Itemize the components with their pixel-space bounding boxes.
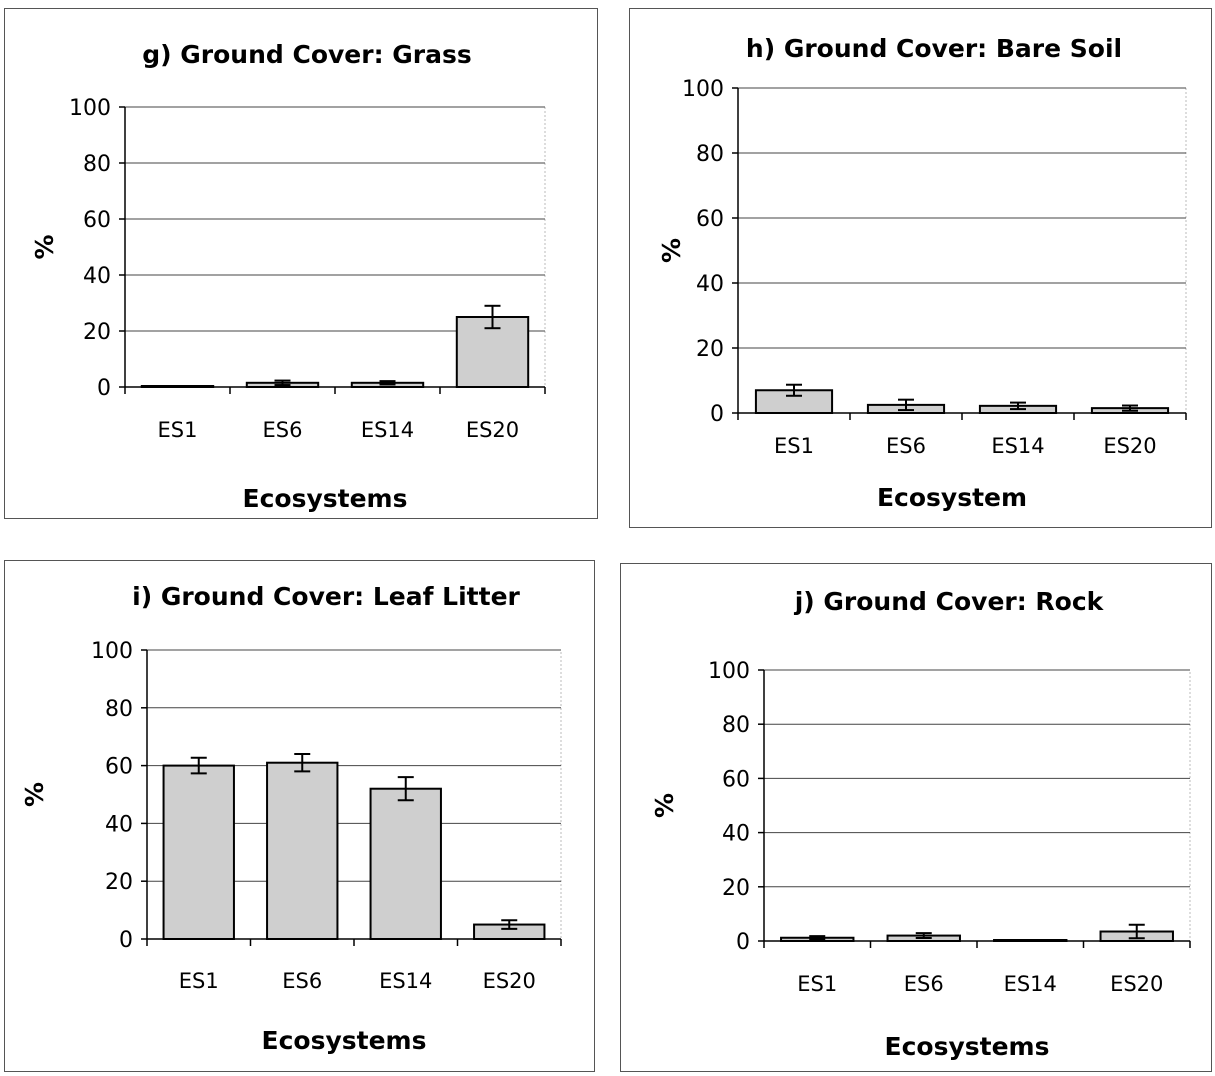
y-axis-title: % xyxy=(650,793,679,818)
chart-panel-bare-soil: 0 20 40 60 80 100 ES1 ES6 ES14 ES20 h) Ground Cove… xyxy=(629,8,1212,528)
y-axis-title: % xyxy=(30,234,59,259)
y-tick-label: 60 xyxy=(105,755,133,780)
x-axis-title: Ecosystems xyxy=(243,484,408,513)
chart-bare-soil: 0 20 40 60 80 100 ES1 ES6 ES14 ES20 h) Ground Cove… xyxy=(657,34,1187,512)
chart-grass: 0 20 40 60 80 100 ES1 ES6 ES14 ES20 g) Ground Cove… xyxy=(30,40,546,513)
category-label: ES20 xyxy=(1110,972,1163,996)
y-tick-label: 80 xyxy=(722,713,750,738)
category-label: ES6 xyxy=(282,969,322,993)
chart-title: h) Ground Cover: Bare Soil xyxy=(746,34,1122,63)
y-tick-label: 60 xyxy=(722,767,750,792)
x-axis-title: Ecosystems xyxy=(262,1026,427,1055)
y-tick-label: 20 xyxy=(696,337,724,362)
category-label: ES1 xyxy=(158,418,198,442)
y-tick-label: 40 xyxy=(105,812,133,837)
y-tick-label: 60 xyxy=(696,207,724,232)
category-label: ES14 xyxy=(991,434,1044,458)
y-tick-label: 0 xyxy=(710,402,724,427)
y-axis-title: % xyxy=(20,782,49,807)
y-tick-label: 80 xyxy=(696,142,724,167)
category-label: ES20 xyxy=(1103,434,1156,458)
y-tick-label: 80 xyxy=(83,152,111,177)
chart-title: j) Ground Cover: Rock xyxy=(794,587,1105,616)
y-tick-label: 0 xyxy=(119,928,133,953)
chart-rock: 0 20 40 60 80 100 ES1 ES6 ES14 ES20 j) Ground Cove… xyxy=(650,587,1191,1061)
category-label: ES20 xyxy=(483,969,536,993)
y-tick-label: 40 xyxy=(83,264,111,289)
category-label: ES14 xyxy=(1004,972,1057,996)
y-tick-label: 40 xyxy=(722,822,750,847)
y-axis-title: % xyxy=(657,238,686,263)
category-label: ES6 xyxy=(904,972,944,996)
chart-panel-leaf-litter: 0 20 40 60 80 100 ES1 ES6 ES14 ES20 i) Ground Cove… xyxy=(4,560,595,1072)
y-tick-label: 100 xyxy=(91,639,133,664)
bar xyxy=(266,761,339,940)
chart-title: g) Ground Cover: Grass xyxy=(142,40,472,69)
x-axis-title: Ecosystems xyxy=(885,1032,1050,1061)
plot-area xyxy=(737,87,1187,414)
y-tick-label: 100 xyxy=(708,659,750,684)
category-label: ES1 xyxy=(179,969,219,993)
plot-area xyxy=(763,669,1191,942)
chart-leaf-litter: 0 20 40 60 80 100 ES1 ES6 ES14 ES20 i) Ground Cove… xyxy=(20,582,562,1055)
chart-panel-rock: 0 20 40 60 80 100 ES1 ES6 ES14 ES20 j) Ground Cove… xyxy=(620,563,1212,1072)
category-label: ES14 xyxy=(361,418,414,442)
y-tick-label: 20 xyxy=(722,876,750,901)
y-tick-label: 60 xyxy=(83,208,111,233)
bar xyxy=(162,764,235,940)
x-axis-title: Ecosystem xyxy=(877,483,1027,512)
y-tick-label: 0 xyxy=(97,376,111,401)
y-tick-label: 100 xyxy=(69,96,111,121)
y-tick-label: 0 xyxy=(736,930,750,955)
category-label: ES1 xyxy=(797,972,837,996)
y-tick-label: 100 xyxy=(682,77,724,102)
category-label: ES20 xyxy=(466,418,519,442)
category-label: ES1 xyxy=(774,434,814,458)
category-label: ES14 xyxy=(379,969,432,993)
category-label: ES6 xyxy=(886,434,926,458)
y-tick-label: 20 xyxy=(105,870,133,895)
y-tick-label: 20 xyxy=(83,320,111,345)
bar xyxy=(369,787,442,940)
chart-title: i) Ground Cover: Leaf Litter xyxy=(132,582,520,611)
category-label: ES6 xyxy=(263,418,303,442)
chart-panel-grass: 0 20 40 60 80 100 ES1 ES6 ES14 ES20 g) Ground Cove… xyxy=(4,8,598,519)
y-tick-label: 80 xyxy=(105,697,133,722)
y-tick-label: 40 xyxy=(696,272,724,297)
